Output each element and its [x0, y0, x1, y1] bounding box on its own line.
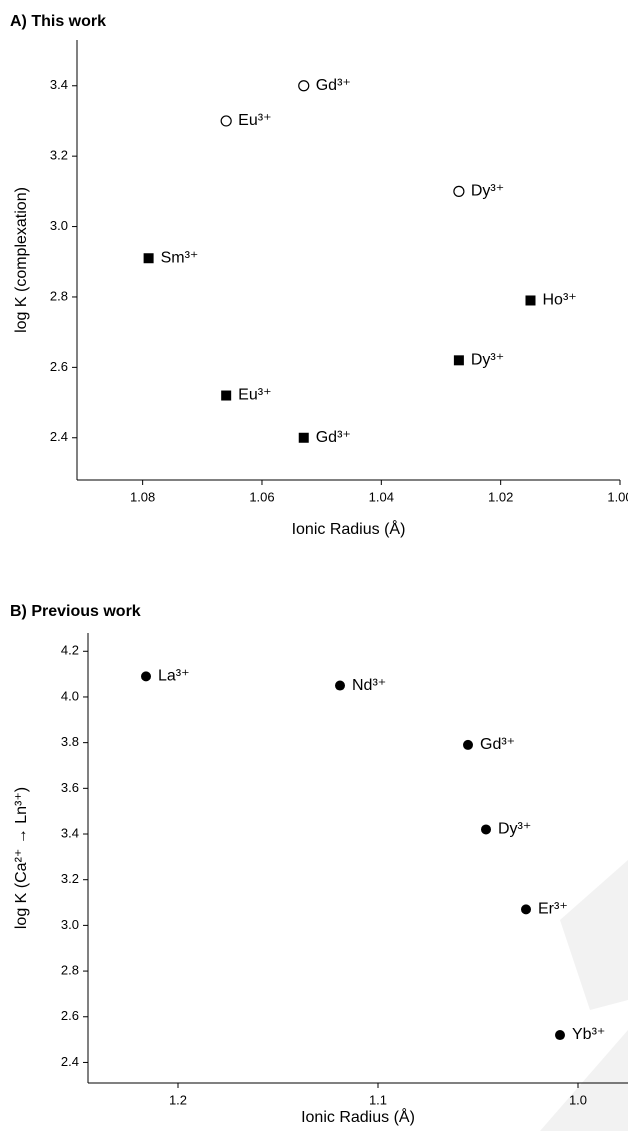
- y-axis-label: log K (complexation): [13, 187, 30, 333]
- y-tick-label: 4.0: [61, 688, 79, 703]
- y-tick-label: 2.6: [50, 359, 68, 374]
- point: [481, 824, 491, 835]
- x-tick-label: 1.04: [369, 489, 394, 504]
- point-label: Nd³⁺: [352, 677, 386, 694]
- watermark: [540, 1030, 628, 1131]
- y-tick-label: 3.4: [50, 77, 68, 92]
- point: [521, 904, 531, 915]
- point: [298, 432, 309, 443]
- y-tick-label: 3.0: [50, 218, 68, 233]
- y-tick-label: 4.2: [61, 643, 79, 658]
- y-tick-label: 2.4: [50, 429, 68, 444]
- point-label: Dy³⁺: [471, 352, 504, 369]
- point: [453, 185, 465, 197]
- y-tick-label: 3.0: [61, 917, 79, 932]
- point-label: Eu³⁺: [238, 387, 271, 404]
- y-tick-label: 3.2: [50, 148, 68, 163]
- y-tick-label: 3.4: [61, 825, 79, 840]
- y-axis-label: log K (Ca²⁺ → Ln³⁺): [13, 787, 30, 929]
- point-label: Yb³⁺: [572, 1026, 605, 1043]
- point-label: Er³⁺: [538, 901, 568, 918]
- x-tick-label: 1.0: [569, 1092, 587, 1107]
- point: [143, 253, 154, 264]
- point-label: Gd³⁺: [480, 736, 515, 753]
- x-tick-label: 1.2: [169, 1092, 187, 1107]
- point: [298, 80, 310, 92]
- point: [463, 739, 473, 750]
- point: [555, 1030, 565, 1041]
- y-tick-label: 3.2: [61, 871, 79, 886]
- x-tick-label: 1.06: [249, 489, 274, 504]
- point-label: Ho³⁺: [542, 292, 576, 309]
- point-label: Eu³⁺: [238, 112, 271, 129]
- y-tick-label: 3.6: [61, 780, 79, 795]
- point: [141, 671, 151, 682]
- x-tick-label: 1.00: [607, 489, 628, 504]
- x-tick-label: 1.08: [130, 489, 155, 504]
- x-axis-label: Ionic Radius (Å): [292, 519, 406, 538]
- point: [453, 355, 464, 366]
- point: [525, 295, 536, 306]
- panel-title: B) Previous work: [10, 603, 141, 620]
- point: [335, 680, 345, 691]
- point: [221, 390, 232, 401]
- y-tick-label: 2.8: [50, 288, 68, 303]
- x-axis-label: Ionic Radius (Å): [301, 1107, 415, 1126]
- x-tick-label: 1.1: [369, 1092, 387, 1107]
- point-label: Gd³⁺: [316, 77, 351, 94]
- x-tick-label: 1.02: [488, 489, 513, 504]
- panel-title: A) This work: [10, 13, 106, 30]
- y-tick-label: 2.8: [61, 963, 79, 978]
- point-label: Gd³⁺: [316, 429, 351, 446]
- point-label: Sm³⁺: [161, 249, 199, 266]
- point: [220, 115, 232, 127]
- y-tick-label: 2.6: [61, 1008, 79, 1023]
- y-tick-label: 3.8: [61, 734, 79, 749]
- y-tick-label: 2.4: [61, 1054, 79, 1069]
- point-label: Dy³⁺: [498, 821, 531, 838]
- watermark: [560, 860, 628, 1010]
- point-label: Dy³⁺: [471, 183, 504, 200]
- point-label: La³⁺: [158, 668, 190, 685]
